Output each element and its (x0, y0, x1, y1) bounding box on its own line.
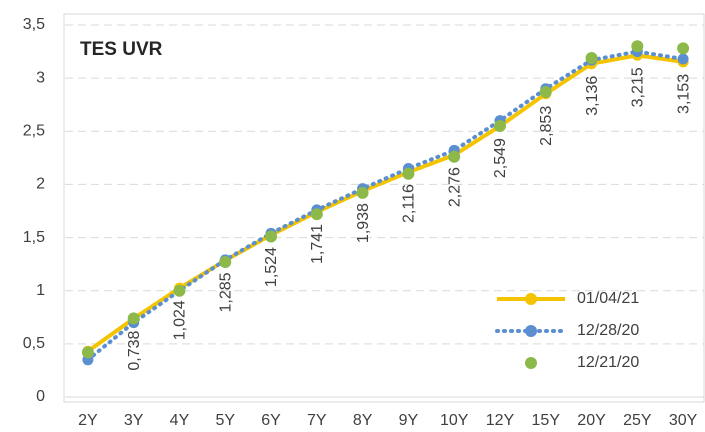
legend-label: 12/21/20 (577, 354, 639, 371)
data-point (81, 346, 94, 359)
data-point (356, 186, 369, 199)
legend-label: 12/28/20 (577, 322, 639, 339)
x-tick-label: 10Y (440, 412, 469, 429)
y-tick-label: 2 (36, 176, 45, 193)
y-tick-label: 3,5 (23, 16, 45, 33)
x-tick-label: 15Y (532, 412, 561, 429)
data-point (448, 150, 461, 163)
x-tick-label: 25Y (623, 412, 652, 429)
data-label: 1,938 (355, 203, 372, 243)
data-point (127, 312, 140, 325)
y-tick-label: 0,5 (23, 335, 45, 352)
x-tick-label: 4Y (170, 412, 190, 429)
data-point (585, 51, 598, 64)
data-label: 0,738 (126, 330, 143, 370)
data-point (539, 85, 552, 98)
data-point (402, 167, 415, 180)
x-tick-label: 20Y (577, 412, 606, 429)
data-label: 1,741 (309, 224, 326, 264)
y-tick-label: 1,5 (23, 229, 45, 246)
data-point (173, 284, 186, 297)
series-line (85, 49, 686, 362)
data-point (493, 119, 506, 132)
x-tick-label: 2Y (78, 412, 98, 429)
data-point (677, 42, 690, 55)
data-label: 3,153 (675, 74, 692, 114)
chart-title: TES UVR (80, 39, 163, 60)
data-label: 1,524 (263, 247, 280, 287)
legend-marker (525, 325, 537, 337)
x-tick-label: 3Y (124, 412, 144, 429)
y-tick-label: 2,5 (23, 123, 45, 140)
data-label: 1,285 (217, 272, 234, 312)
data-point (677, 53, 689, 65)
x-tick-label: 30Y (669, 412, 698, 429)
y-tick-label: 0 (36, 388, 45, 405)
data-label: 3,215 (630, 67, 647, 107)
x-tick-label: 7Y (307, 412, 327, 429)
x-tick-label: 9Y (399, 412, 419, 429)
data-label: 2,853 (538, 106, 555, 146)
legend-label: 01/04/21 (577, 290, 639, 307)
data-point (310, 208, 323, 221)
data-point (219, 256, 232, 269)
x-tick-label: 12Y (486, 412, 515, 429)
y-tick-label: 3 (36, 69, 45, 86)
legend-marker (525, 357, 537, 369)
x-tick-label: 5Y (215, 412, 235, 429)
data-label: 2,116 (401, 184, 418, 223)
data-label: 2,549 (492, 138, 509, 178)
y-tick-label: 1 (36, 282, 45, 299)
data-label: 3,136 (584, 76, 601, 116)
data-label: 2,276 (446, 167, 463, 207)
data-point (631, 40, 644, 53)
x-tick-label: 6Y (261, 412, 281, 429)
data-label: 1,024 (172, 300, 189, 340)
legend-marker (525, 293, 537, 305)
x-tick-label: 8Y (353, 412, 373, 429)
plot-frame (63, 13, 705, 403)
data-point (265, 230, 278, 243)
